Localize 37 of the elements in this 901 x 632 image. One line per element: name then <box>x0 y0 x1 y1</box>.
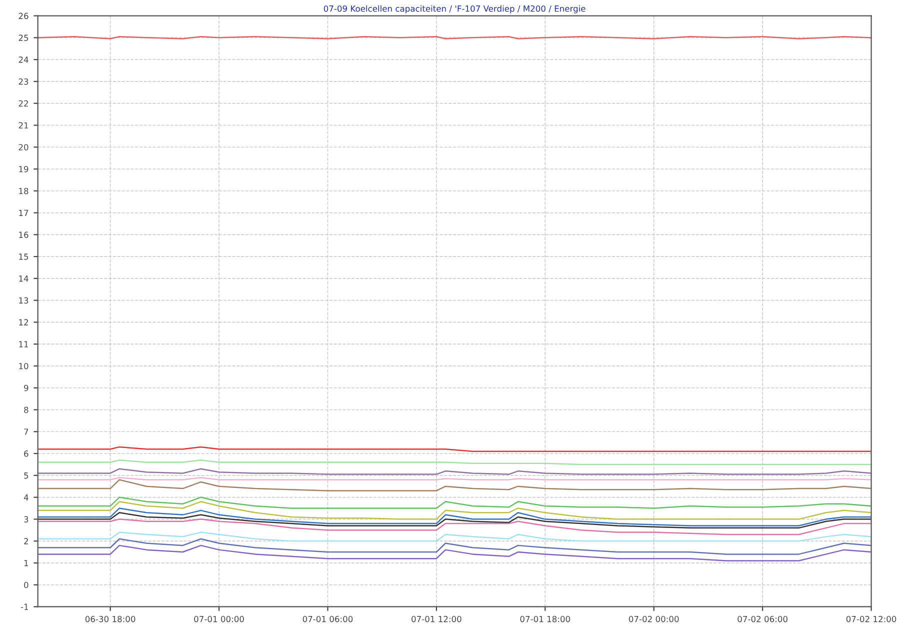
y-tick-label: 8 <box>24 406 28 414</box>
y-tick-label: 25 <box>18 34 28 41</box>
y-tick-label: 24 <box>18 56 28 63</box>
y-tick-label: 16 <box>19 232 28 238</box>
y-tick-label: 18 <box>19 188 28 194</box>
y-tick-label: 2 <box>24 538 28 544</box>
x-tick-label: 07-02 12:00 <box>846 616 896 622</box>
y-tick-label: 11 <box>19 341 28 348</box>
y-tick-label: 19 <box>19 166 28 172</box>
x-tick-label: 06-30 18:00 <box>85 616 136 622</box>
y-tick-label: 6 <box>24 450 28 457</box>
x-tick-label: 07-02 00:00 <box>628 616 679 622</box>
x-tick-label: 07-01 06:00 <box>302 616 353 622</box>
x-tick-label: 07-01 18:00 <box>520 616 570 622</box>
y-tick-label: 23 <box>18 78 28 85</box>
y-tick-label: 1 <box>24 560 28 566</box>
y-tick-label: 10 <box>19 362 28 370</box>
y-tick-label: 5 <box>24 472 28 479</box>
x-tick-label: 07-01 12:00 <box>412 616 462 622</box>
y-tick-label: 13 <box>19 297 28 304</box>
y-tick-label: 9 <box>24 384 28 392</box>
y-tick-label: 7 <box>24 428 28 435</box>
x-tick-label: 07-02 06:00 <box>738 616 788 622</box>
y-tick-label: 14 <box>19 276 28 282</box>
y-tick-label: 22 <box>18 100 28 107</box>
x-tick-label: 07-01 00:00 <box>194 616 244 622</box>
y-tick-label: 21 <box>18 122 28 128</box>
y-tick-label: 17 <box>19 210 28 216</box>
y-tick-label: 4 <box>24 494 28 500</box>
y-tick-label: 0 <box>24 582 28 588</box>
y-tick-label: -1 <box>20 604 28 610</box>
y-tick-label: 20 <box>18 144 28 150</box>
y-tick-label: 15 <box>19 254 28 260</box>
y-tick-label: 3 <box>24 516 28 522</box>
chart-title: 07-09 Koelcellen capaciteiten / 'F-107 Verdiep / M200 / Energie <box>324 5 586 14</box>
y-tick-label: 12 <box>19 319 28 326</box>
y-tick-label: 26 <box>18 12 28 20</box>
